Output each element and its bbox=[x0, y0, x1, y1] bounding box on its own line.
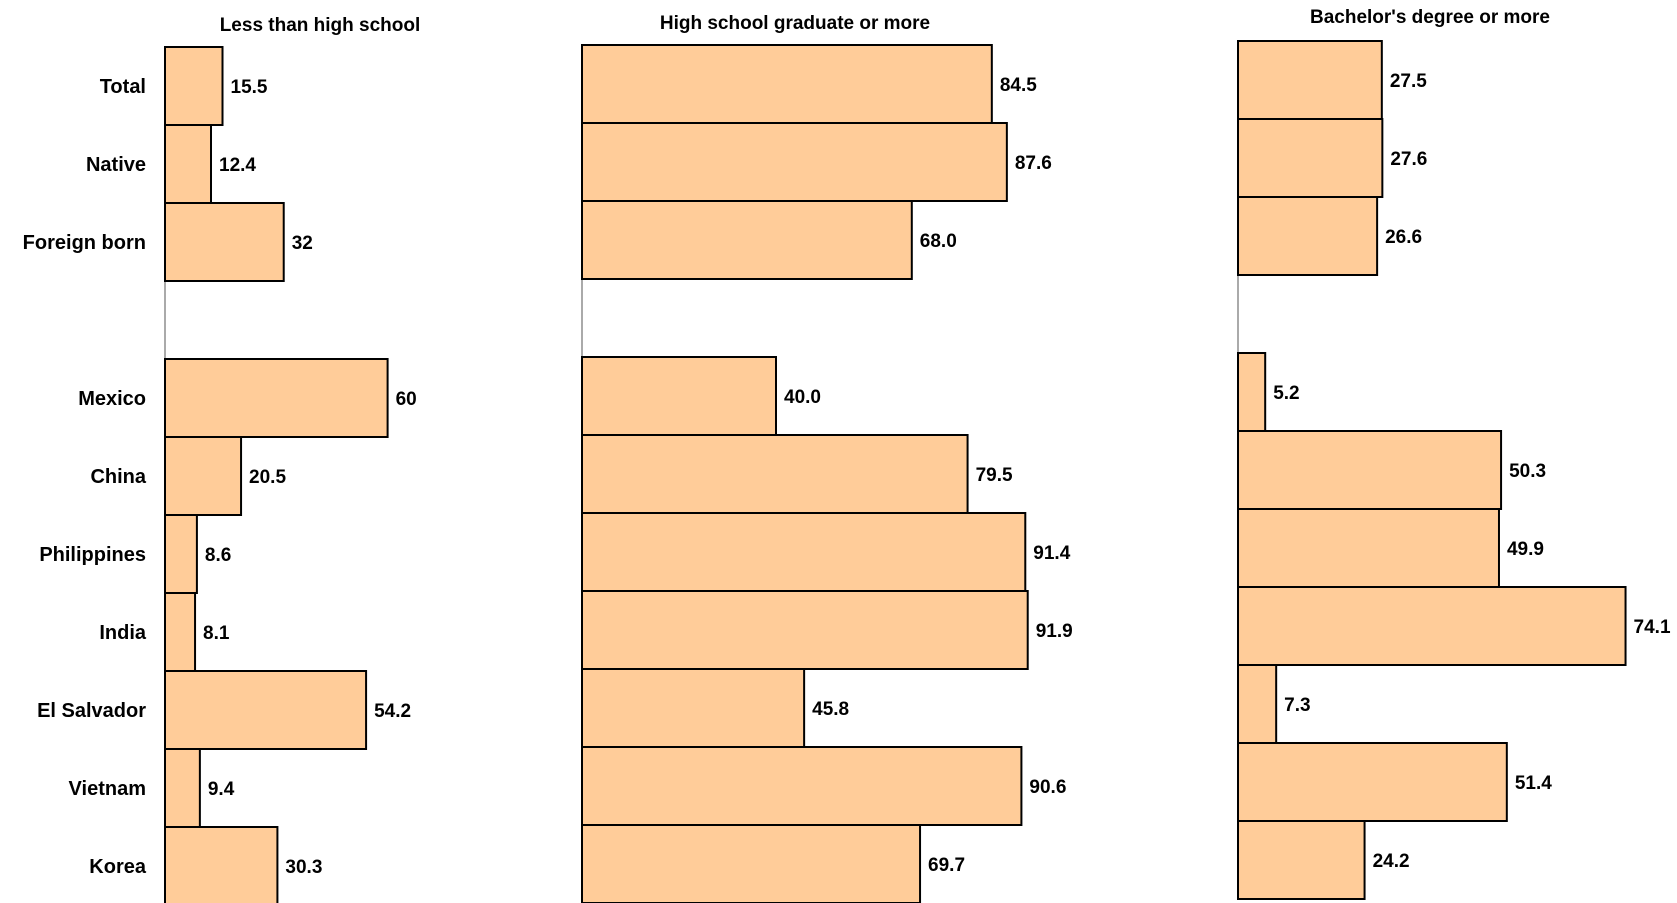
bar-foreign-born bbox=[581, 200, 913, 280]
chart-panels: Less than high school 15.5 12.4 32 60 20.5 8.6… bbox=[164, 7, 1671, 903]
bar-total bbox=[164, 46, 224, 126]
category-label-korea: Korea bbox=[89, 856, 147, 878]
panel-title: High school graduate or more bbox=[660, 13, 930, 34]
bar-foreign-born bbox=[164, 202, 285, 282]
value-label-philippines: 91.4 bbox=[1033, 543, 1070, 564]
bar-native bbox=[164, 124, 213, 204]
bar-mexico bbox=[1237, 352, 1267, 432]
bar-vietnam bbox=[581, 746, 1023, 826]
bar-china bbox=[164, 436, 243, 516]
category-label-native: Native bbox=[86, 154, 146, 176]
bar-korea bbox=[164, 826, 279, 903]
bar-india bbox=[164, 592, 197, 672]
value-label-foreign-born: 26.6 bbox=[1385, 227, 1422, 248]
value-label-china: 20.5 bbox=[249, 467, 286, 488]
bar-philippines bbox=[1237, 508, 1500, 588]
bar-china bbox=[581, 434, 969, 514]
category-label-china: China bbox=[90, 466, 146, 488]
category-label-total: Total bbox=[100, 76, 146, 98]
bar-vietnam bbox=[164, 748, 201, 828]
bar-native bbox=[581, 122, 1008, 202]
bar-china bbox=[1237, 430, 1503, 510]
value-label-china: 50.3 bbox=[1509, 461, 1546, 482]
bar-el-salvador bbox=[164, 670, 368, 750]
category-label-foreign-born: Foreign born bbox=[23, 232, 146, 254]
value-label-korea: 24.2 bbox=[1373, 851, 1410, 872]
bar-india bbox=[1237, 586, 1627, 666]
value-label-el-salvador: 7.3 bbox=[1284, 695, 1310, 716]
value-label-el-salvador: 45.8 bbox=[812, 699, 849, 720]
bar-korea bbox=[581, 824, 922, 903]
value-label-total: 27.5 bbox=[1390, 71, 1427, 92]
value-label-india: 74.1 bbox=[1634, 617, 1671, 638]
bar-vietnam bbox=[1237, 742, 1508, 822]
value-label-philippines: 49.9 bbox=[1507, 539, 1544, 560]
category-labels: Total Native Foreign born Mexico China Philip… bbox=[23, 76, 147, 878]
category-label-el-salvador: El Salvador bbox=[37, 700, 146, 722]
bar-total bbox=[1237, 40, 1383, 120]
category-label-vietnam: Vietnam bbox=[69, 778, 146, 800]
value-label-native: 27.6 bbox=[1390, 149, 1427, 170]
bar-india bbox=[581, 590, 1029, 670]
value-label-korea: 69.7 bbox=[928, 855, 965, 876]
value-label-foreign-born: 32 bbox=[292, 233, 313, 254]
value-label-mexico: 5.2 bbox=[1273, 383, 1299, 404]
panel-title: Bachelor's degree or more bbox=[1310, 7, 1550, 28]
bar-foreign-born bbox=[1237, 196, 1379, 276]
category-label-mexico: Mexico bbox=[78, 388, 146, 410]
value-label-vietnam: 51.4 bbox=[1515, 773, 1552, 794]
bar-native bbox=[1237, 118, 1384, 198]
value-label-vietnam: 9.4 bbox=[208, 779, 235, 800]
value-label-native: 12.4 bbox=[219, 155, 256, 176]
panel-title: Less than high school bbox=[220, 15, 421, 36]
value-label-china: 79.5 bbox=[976, 465, 1013, 486]
value-label-total: 15.5 bbox=[231, 77, 268, 98]
panel-bachelor-s-degree-or-more: Bachelor's degree or more 27.5 27.6 26.6 5.2… bbox=[1237, 7, 1671, 900]
value-label-india: 8.1 bbox=[203, 623, 230, 644]
value-label-mexico: 40.0 bbox=[784, 387, 821, 408]
value-label-native: 87.6 bbox=[1015, 153, 1052, 174]
bar-korea bbox=[1237, 820, 1366, 900]
value-label-foreign-born: 68.0 bbox=[920, 231, 957, 252]
bar-el-salvador bbox=[581, 668, 806, 748]
panel-less-than-high-school: Less than high school 15.5 12.4 32 60 20.5 8.6… bbox=[164, 15, 421, 903]
value-label-mexico: 60 bbox=[396, 389, 417, 410]
bar-philippines bbox=[164, 514, 198, 594]
category-label-philippines: Philippines bbox=[39, 544, 146, 566]
bar-philippines bbox=[581, 512, 1027, 592]
bar-el-salvador bbox=[1237, 664, 1278, 744]
value-label-korea: 30.3 bbox=[285, 857, 322, 878]
value-label-philippines: 8.6 bbox=[205, 545, 231, 566]
bar-total bbox=[581, 44, 993, 124]
category-label-india: India bbox=[99, 622, 147, 644]
bar-mexico bbox=[164, 358, 389, 438]
value-label-vietnam: 90.6 bbox=[1029, 777, 1066, 798]
bar-mexico bbox=[581, 356, 777, 436]
value-label-total: 84.5 bbox=[1000, 75, 1037, 96]
value-label-india: 91.9 bbox=[1036, 621, 1073, 642]
panel-high-school-graduate-or-more: High school graduate or more 84.5 87.6 68.0… bbox=[581, 13, 1073, 903]
value-label-el-salvador: 54.2 bbox=[374, 701, 411, 722]
